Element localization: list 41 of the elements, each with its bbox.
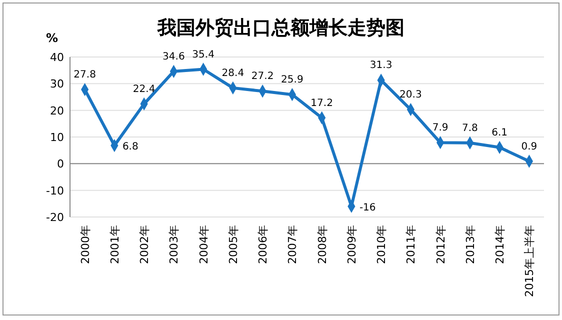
x-tick-label: 2014年 bbox=[494, 225, 507, 264]
data-label: 35.4 bbox=[192, 49, 214, 60]
x-tick-label: 2007年 bbox=[286, 225, 300, 264]
data-label: 7.8 bbox=[462, 122, 478, 134]
data-label: 7.9 bbox=[432, 122, 448, 134]
x-tick-label: 2003年 bbox=[168, 225, 181, 264]
data-label: 22.4 bbox=[132, 84, 156, 95]
data-label: 27.2 bbox=[251, 71, 274, 82]
y-tick-label: 20 bbox=[50, 104, 64, 118]
data-label: -16 bbox=[359, 202, 376, 214]
x-tick-label: 2013年 bbox=[464, 225, 477, 264]
data-label: 20.3 bbox=[400, 90, 422, 101]
x-tick-label: 2006年 bbox=[256, 225, 270, 264]
y-tick-label: 40 bbox=[50, 51, 64, 64]
x-tick-label: 2002年 bbox=[138, 225, 152, 264]
data-label: 27.8 bbox=[74, 70, 96, 81]
x-tick-label: 2005年 bbox=[226, 225, 240, 264]
y-tick-label: -10 bbox=[46, 184, 64, 198]
data-label: 0.9 bbox=[521, 141, 538, 152]
data-label: 31.3 bbox=[370, 60, 392, 72]
data-label: 17.2 bbox=[310, 98, 333, 109]
y-tick-label: 30 bbox=[50, 78, 64, 91]
y-tick-label: 10 bbox=[50, 131, 64, 144]
data-label: 34.6 bbox=[162, 51, 185, 62]
x-tick-label: 2008年 bbox=[316, 225, 329, 264]
x-tick-label: 2015年上半年 bbox=[523, 225, 536, 297]
chart-title: 我国外贸出口总额增长走势图 bbox=[156, 17, 404, 39]
data-label: 6.1 bbox=[492, 127, 508, 138]
x-tick-label: 2011年 bbox=[404, 225, 418, 264]
data-label: 28.4 bbox=[222, 68, 244, 79]
x-tick-label: 2010年 bbox=[375, 225, 388, 264]
data-label: 6.8 bbox=[122, 142, 138, 153]
x-tick-label: 2009年 bbox=[345, 225, 358, 264]
x-tick-label: 2004年 bbox=[197, 225, 210, 264]
data-label: 25.9 bbox=[281, 74, 304, 86]
x-tick-label: 2000年 bbox=[78, 225, 92, 264]
y-axis-title: % bbox=[46, 31, 58, 45]
y-tick-label: 0 bbox=[57, 158, 64, 171]
x-tick-label: 2012年 bbox=[434, 225, 448, 264]
x-tick-label: 2001年 bbox=[108, 225, 122, 264]
y-tick-label: -20 bbox=[46, 211, 64, 224]
